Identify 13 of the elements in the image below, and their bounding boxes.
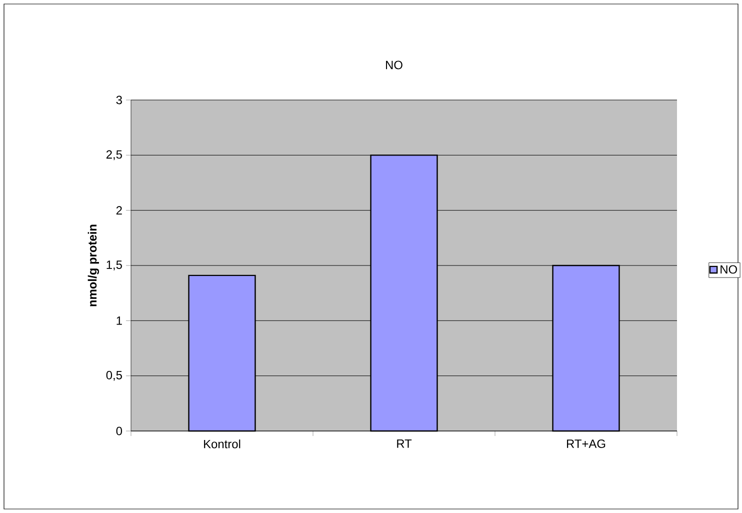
y-tick-label: 3 [116, 96, 122, 104]
y-tick-label: 0,5 [106, 370, 122, 381]
legend-label: NO [720, 265, 737, 274]
y-tick-label: 0 [116, 426, 122, 436]
x-tick-label: RT [397, 440, 412, 448]
y-tick-label: 1,5 [106, 260, 122, 270]
y-tick-label: 2 [116, 206, 122, 215]
x-tick-label: RT+AG [567, 440, 606, 448]
chart-title: NO [386, 60, 402, 70]
y-tick-label: 1 [116, 316, 122, 325]
x-tick-label: Kontrol [204, 440, 240, 448]
y-tick-label: 2,5 [106, 150, 122, 160]
y-axis-title: nmol/g protein [88, 224, 100, 306]
